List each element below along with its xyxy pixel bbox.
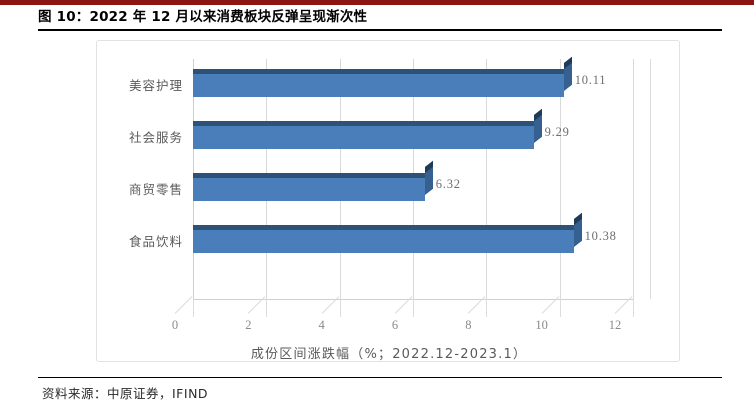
category-label-3: 食品饮料 [128, 234, 183, 249]
depth-tick-vertical-12 [633, 299, 634, 317]
category-label-2: 商贸零售 [128, 182, 183, 197]
depth-tick-vertical-10 [559, 299, 561, 317]
bar-2 [193, 160, 433, 201]
bar-top-face [193, 121, 534, 126]
depth-tick-vertical-2 [266, 299, 268, 317]
gridline-8 [486, 59, 488, 299]
chart-x-axis-title: 成份区间涨跌幅（%；2022.12-2023.1） [250, 347, 528, 362]
bar-top-face [193, 173, 425, 178]
bar-row: 6.32 [97, 160, 681, 207]
bar-value-label-0: 10.11 [574, 73, 607, 87]
chart-container: 美容护理社会服务商贸零售食品饮料 10.11 9.29 6.32 10.38 0 2 4 6… [96, 40, 680, 362]
bar-top-face [193, 225, 574, 230]
bar-row: 9.29 [97, 108, 681, 155]
x-tick-label-10: 10 [535, 318, 548, 332]
x-tick-label-0: 0 [171, 318, 179, 332]
bar-row: 10.11 [97, 56, 681, 103]
gridline-10 [559, 59, 561, 299]
depth-tick-vertical-6 [413, 299, 414, 317]
x-tick-label-6: 6 [391, 318, 399, 332]
bar-value-label-2: 6.32 [435, 177, 461, 191]
depth-tick-vertical-4 [339, 299, 341, 317]
page-title: 图 10：2022 年 12 月以来消费板块反弹呈现渐次性 [38, 9, 722, 26]
x-tick-label-4: 4 [318, 318, 325, 332]
source-note: 资料来源：中原证券，IFIND [42, 386, 209, 401]
x-tick-label-8: 8 [465, 318, 472, 332]
bar-value-label-3: 10.38 [584, 229, 617, 243]
bar-value-label-1: 9.29 [544, 125, 570, 139]
bar-top-face [193, 69, 564, 74]
depth-tick-diagonal-0 [174, 296, 193, 314]
x-tick-label-2: 2 [245, 318, 252, 332]
gridline-12 [633, 59, 634, 299]
bar-row: 10.38 [97, 212, 681, 259]
bar-3 [193, 212, 582, 253]
chart-right-wall [650, 59, 651, 299]
depth-tick-vertical-8 [486, 299, 488, 317]
x-tick-label-12: 12 [608, 318, 622, 332]
bar-1 [193, 108, 542, 149]
footer-divider [38, 377, 722, 378]
depth-tick-vertical-0 [193, 299, 194, 317]
top-banner [0, 0, 754, 5]
figure-title-text: 图 10：2022 年 12 月以来消费板块反弹呈现渐次性 [38, 9, 368, 25]
category-label-0: 美容护理 [128, 78, 183, 93]
title-divider [38, 29, 722, 31]
bar-0 [193, 56, 572, 97]
category-label-1: 社会服务 [128, 130, 183, 145]
